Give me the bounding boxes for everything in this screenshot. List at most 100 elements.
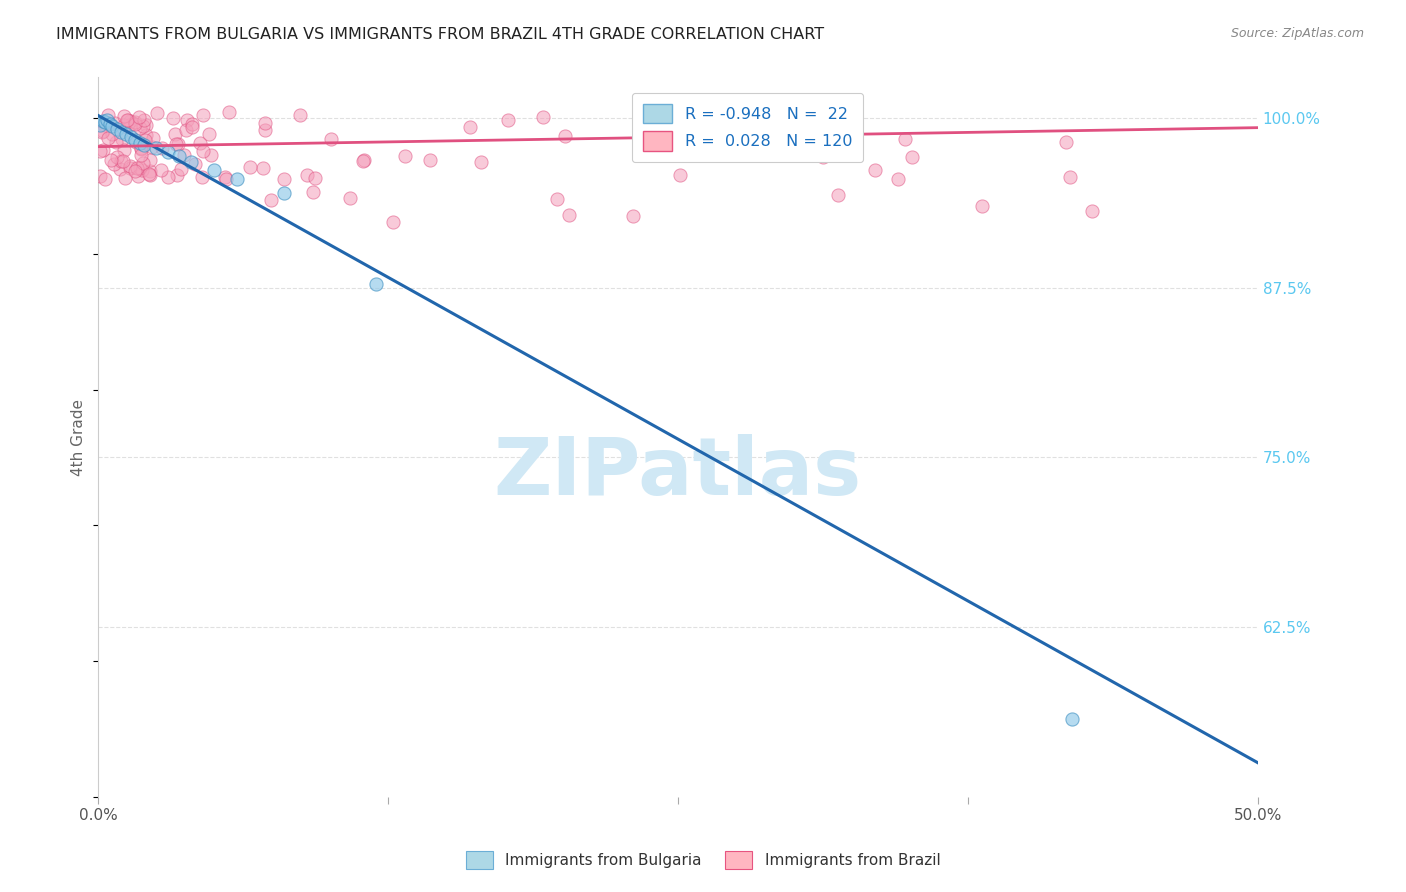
Point (124, 117, 146, 131)
Point (128, 136, 150, 150)
Point (131, 141, 153, 155)
Point (668, 168, 690, 182)
Point (94, 171, 117, 186)
Point (138, 153, 160, 168)
Point (755, 128, 778, 143)
Point (91, 123, 114, 137)
Point (146, 106, 169, 120)
Point (163, 128, 186, 142)
Point (117, 112, 139, 127)
Point (763, 128, 786, 142)
Point (104, 116, 127, 130)
Point (129, 161, 152, 175)
Point (273, 186, 295, 200)
Point (101, 127, 124, 141)
Point (254, 123, 277, 137)
Point (181, 117, 204, 131)
Y-axis label: 4th Grade: 4th Grade (72, 399, 86, 475)
Point (366, 277, 388, 291)
Point (621, 210, 644, 224)
Point (129, 120, 152, 135)
Point (118, 114, 141, 128)
Point (120, 161, 142, 175)
Point (304, 170, 326, 185)
Point (124, 164, 146, 178)
Point (162, 111, 184, 125)
Point (110, 125, 132, 139)
Point (131, 163, 153, 178)
Point (863, 162, 886, 177)
Point (100, 153, 122, 168)
Point (496, 113, 519, 128)
Point (827, 187, 849, 202)
Point (97, 116, 120, 130)
Point (381, 215, 404, 229)
Point (302, 186, 325, 200)
Point (198, 127, 221, 141)
Point (353, 153, 375, 168)
Legend: Immigrants from Bulgaria, Immigrants from Brazil: Immigrants from Bulgaria, Immigrants fro… (460, 845, 946, 875)
Point (167, 149, 190, 163)
Point (114, 170, 136, 185)
Point (110, 153, 132, 168)
Point (558, 208, 581, 222)
Point (191, 144, 214, 158)
Point (134, 133, 156, 147)
Point (145, 141, 167, 155)
Point (115, 128, 138, 142)
Text: Source: ZipAtlas.com: Source: ZipAtlas.com (1230, 27, 1364, 40)
Point (139, 168, 162, 182)
Point (89, 169, 111, 184)
Text: IMMIGRANTS FROM BULGARIA VS IMMIGRANTS FROM BRAZIL 4TH GRADE CORRELATION CHART: IMMIGRANTS FROM BULGARIA VS IMMIGRANTS F… (56, 27, 824, 42)
Point (554, 128, 576, 143)
Point (111, 131, 134, 145)
Point (125, 161, 148, 175)
Point (124, 133, 146, 147)
Point (132, 119, 155, 133)
Point (91, 143, 114, 157)
Point (239, 160, 262, 174)
Point (699, 112, 721, 126)
Point (134, 138, 156, 153)
Point (111, 153, 134, 168)
Point (215, 171, 238, 186)
Point (90, 125, 112, 139)
Point (252, 161, 274, 175)
Point (97, 108, 120, 122)
Point (321, 132, 343, 146)
Point (117, 113, 139, 128)
Point (103, 157, 125, 171)
Point (129, 147, 152, 161)
Point (141, 140, 163, 154)
Point (183, 156, 205, 170)
Point (156, 145, 179, 159)
Point (288, 108, 311, 122)
Point (470, 155, 492, 169)
Point (128, 111, 150, 125)
Point (124, 115, 146, 129)
Point (170, 162, 193, 177)
Point (1054, 135, 1077, 149)
Point (176, 112, 198, 127)
Point (98, 117, 121, 131)
Point (531, 110, 554, 124)
Point (273, 171, 295, 186)
Point (972, 199, 994, 213)
Point (125, 135, 148, 149)
Point (1081, 203, 1104, 218)
Point (188, 136, 211, 150)
Point (394, 149, 416, 163)
Point (101, 120, 124, 134)
Point (138, 167, 160, 181)
Point (142, 131, 165, 145)
Point (811, 150, 834, 164)
Point (191, 170, 214, 185)
Point (295, 169, 318, 183)
Point (157, 169, 180, 184)
Point (112, 109, 135, 123)
Point (105, 150, 128, 164)
Point (260, 193, 283, 207)
Point (93, 118, 115, 132)
Point (339, 191, 361, 205)
Point (129, 142, 152, 156)
